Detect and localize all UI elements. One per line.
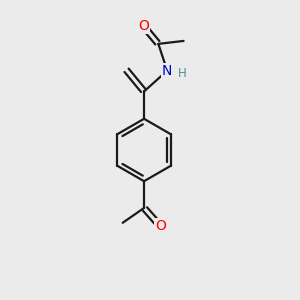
Text: H: H [178,67,187,80]
Text: O: O [138,19,149,33]
Text: N: N [162,64,172,78]
Text: O: O [155,219,166,233]
